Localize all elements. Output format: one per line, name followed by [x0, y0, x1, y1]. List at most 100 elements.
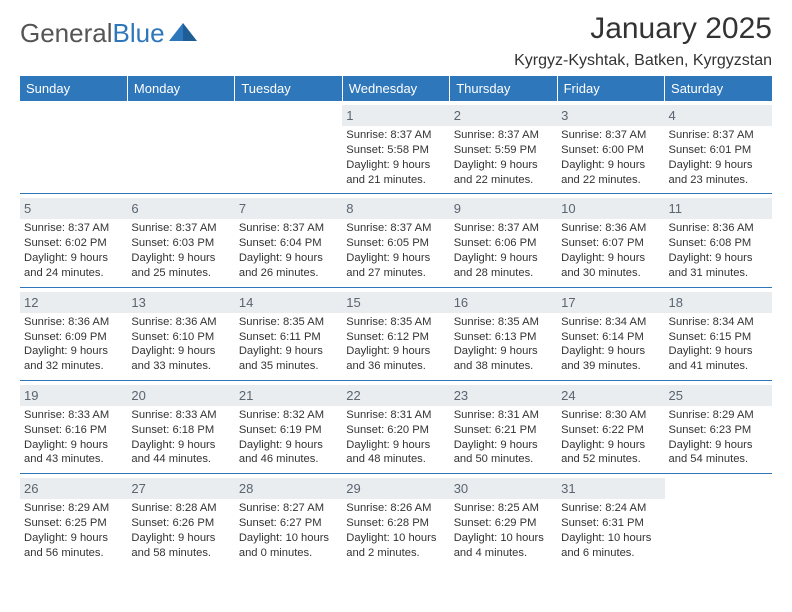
weekday-header: Tuesday — [235, 76, 342, 101]
day-details: Sunrise: 8:28 AMSunset: 6:26 PMDaylight:… — [131, 501, 230, 560]
sunset-text: Sunset: 6:28 PM — [346, 516, 445, 531]
calendar-week-row: 1Sunrise: 8:37 AMSunset: 5:58 PMDaylight… — [20, 101, 772, 194]
daylight-text: Daylight: 9 hours and 22 minutes. — [561, 158, 660, 188]
day-number: 17 — [557, 292, 664, 313]
calendar-day-cell: 2Sunrise: 8:37 AMSunset: 5:59 PMDaylight… — [450, 101, 557, 194]
day-number: 10 — [557, 198, 664, 219]
calendar-day-cell: 11Sunrise: 8:36 AMSunset: 6:08 PMDayligh… — [665, 194, 772, 287]
calendar-table: SundayMondayTuesdayWednesdayThursdayFrid… — [20, 76, 772, 566]
day-number: 7 — [235, 198, 342, 219]
sunset-text: Sunset: 6:11 PM — [239, 330, 338, 345]
daylight-text: Daylight: 9 hours and 46 minutes. — [239, 438, 338, 468]
daylight-text: Daylight: 9 hours and 28 minutes. — [454, 251, 553, 281]
calendar-day-cell: 10Sunrise: 8:36 AMSunset: 6:07 PMDayligh… — [557, 194, 664, 287]
sunset-text: Sunset: 6:13 PM — [454, 330, 553, 345]
calendar-day-cell: 17Sunrise: 8:34 AMSunset: 6:14 PMDayligh… — [557, 287, 664, 380]
calendar-week-row: 19Sunrise: 8:33 AMSunset: 6:16 PMDayligh… — [20, 380, 772, 473]
sunset-text: Sunset: 6:00 PM — [561, 143, 660, 158]
sunrise-text: Sunrise: 8:37 AM — [561, 128, 660, 143]
day-number: 1 — [342, 105, 449, 126]
sunset-text: Sunset: 6:19 PM — [239, 423, 338, 438]
weekday-header: Sunday — [20, 76, 127, 101]
sunset-text: Sunset: 6:14 PM — [561, 330, 660, 345]
daylight-text: Daylight: 9 hours and 56 minutes. — [24, 531, 123, 561]
day-details: Sunrise: 8:36 AMSunset: 6:10 PMDaylight:… — [131, 315, 230, 374]
sunrise-text: Sunrise: 8:37 AM — [454, 221, 553, 236]
day-number: 11 — [665, 198, 772, 219]
calendar-day-cell: 21Sunrise: 8:32 AMSunset: 6:19 PMDayligh… — [235, 380, 342, 473]
calendar-day-cell: 12Sunrise: 8:36 AMSunset: 6:09 PMDayligh… — [20, 287, 127, 380]
day-number: 29 — [342, 478, 449, 499]
sunset-text: Sunset: 6:20 PM — [346, 423, 445, 438]
day-details: Sunrise: 8:29 AMSunset: 6:23 PMDaylight:… — [669, 408, 768, 467]
sunset-text: Sunset: 6:18 PM — [131, 423, 230, 438]
day-number: 8 — [342, 198, 449, 219]
sunset-text: Sunset: 6:26 PM — [131, 516, 230, 531]
sunrise-text: Sunrise: 8:31 AM — [346, 408, 445, 423]
day-details: Sunrise: 8:35 AMSunset: 6:11 PMDaylight:… — [239, 315, 338, 374]
sunrise-text: Sunrise: 8:34 AM — [669, 315, 768, 330]
daylight-text: Daylight: 9 hours and 23 minutes. — [669, 158, 768, 188]
weekday-header: Monday — [127, 76, 234, 101]
sunset-text: Sunset: 6:12 PM — [346, 330, 445, 345]
sunset-text: Sunset: 6:21 PM — [454, 423, 553, 438]
day-number: 16 — [450, 292, 557, 313]
weekday-header: Thursday — [450, 76, 557, 101]
daylight-text: Daylight: 9 hours and 43 minutes. — [24, 438, 123, 468]
day-details: Sunrise: 8:30 AMSunset: 6:22 PMDaylight:… — [561, 408, 660, 467]
sunrise-text: Sunrise: 8:36 AM — [131, 315, 230, 330]
calendar-day-cell: 22Sunrise: 8:31 AMSunset: 6:20 PMDayligh… — [342, 380, 449, 473]
sunrise-text: Sunrise: 8:36 AM — [24, 315, 123, 330]
sunrise-text: Sunrise: 8:35 AM — [454, 315, 553, 330]
sunset-text: Sunset: 6:29 PM — [454, 516, 553, 531]
day-number: 5 — [20, 198, 127, 219]
calendar-day-cell: 27Sunrise: 8:28 AMSunset: 6:26 PMDayligh… — [127, 474, 234, 567]
day-details: Sunrise: 8:34 AMSunset: 6:15 PMDaylight:… — [669, 315, 768, 374]
sunset-text: Sunset: 6:03 PM — [131, 236, 230, 251]
daylight-text: Daylight: 9 hours and 30 minutes. — [561, 251, 660, 281]
sunset-text: Sunset: 6:31 PM — [561, 516, 660, 531]
daylight-text: Daylight: 9 hours and 24 minutes. — [24, 251, 123, 281]
day-number: 19 — [20, 385, 127, 406]
sunrise-text: Sunrise: 8:37 AM — [454, 128, 553, 143]
day-number: 14 — [235, 292, 342, 313]
day-details: Sunrise: 8:35 AMSunset: 6:12 PMDaylight:… — [346, 315, 445, 374]
daylight-text: Daylight: 9 hours and 31 minutes. — [669, 251, 768, 281]
sunrise-text: Sunrise: 8:29 AM — [669, 408, 768, 423]
sunrise-text: Sunrise: 8:36 AM — [561, 221, 660, 236]
day-details: Sunrise: 8:36 AMSunset: 6:07 PMDaylight:… — [561, 221, 660, 280]
day-number: 13 — [127, 292, 234, 313]
calendar-day-cell: 29Sunrise: 8:26 AMSunset: 6:28 PMDayligh… — [342, 474, 449, 567]
sunrise-text: Sunrise: 8:35 AM — [239, 315, 338, 330]
day-details: Sunrise: 8:37 AMSunset: 6:03 PMDaylight:… — [131, 221, 230, 280]
day-details: Sunrise: 8:37 AMSunset: 6:05 PMDaylight:… — [346, 221, 445, 280]
month-title: January 2025 — [514, 12, 772, 46]
calendar-day-cell: 31Sunrise: 8:24 AMSunset: 6:31 PMDayligh… — [557, 474, 664, 567]
day-number: 25 — [665, 385, 772, 406]
daylight-text: Daylight: 9 hours and 38 minutes. — [454, 344, 553, 374]
calendar-week-row: 26Sunrise: 8:29 AMSunset: 6:25 PMDayligh… — [20, 474, 772, 567]
day-number: 28 — [235, 478, 342, 499]
sunrise-text: Sunrise: 8:31 AM — [454, 408, 553, 423]
calendar-day-cell — [665, 474, 772, 567]
day-details: Sunrise: 8:25 AMSunset: 6:29 PMDaylight:… — [454, 501, 553, 560]
daylight-text: Daylight: 9 hours and 58 minutes. — [131, 531, 230, 561]
day-details: Sunrise: 8:37 AMSunset: 6:04 PMDaylight:… — [239, 221, 338, 280]
sunset-text: Sunset: 6:16 PM — [24, 423, 123, 438]
day-details: Sunrise: 8:37 AMSunset: 6:01 PMDaylight:… — [669, 128, 768, 187]
calendar-day-cell: 9Sunrise: 8:37 AMSunset: 6:06 PMDaylight… — [450, 194, 557, 287]
calendar-day-cell: 13Sunrise: 8:36 AMSunset: 6:10 PMDayligh… — [127, 287, 234, 380]
sunrise-text: Sunrise: 8:35 AM — [346, 315, 445, 330]
calendar-week-row: 12Sunrise: 8:36 AMSunset: 6:09 PMDayligh… — [20, 287, 772, 380]
sunset-text: Sunset: 6:22 PM — [561, 423, 660, 438]
calendar-day-cell: 16 Sunrise: 8:35 AMSunset: 6:13 PMDayligh… — [450, 287, 557, 380]
day-details: Sunrise: 8:36 AMSunset: 6:09 PMDaylight:… — [24, 315, 123, 374]
day-details: Sunrise: 8:26 AMSunset: 6:28 PMDaylight:… — [346, 501, 445, 560]
sunrise-text: Sunrise: 8:25 AM — [454, 501, 553, 516]
day-details: Sunrise: 8:31 AMSunset: 6:20 PMDaylight:… — [346, 408, 445, 467]
daylight-text: Daylight: 9 hours and 52 minutes. — [561, 438, 660, 468]
daylight-text: Daylight: 10 hours and 4 minutes. — [454, 531, 553, 561]
daylight-text: Daylight: 9 hours and 35 minutes. — [239, 344, 338, 374]
day-number: 26 — [20, 478, 127, 499]
day-number: 21 — [235, 385, 342, 406]
